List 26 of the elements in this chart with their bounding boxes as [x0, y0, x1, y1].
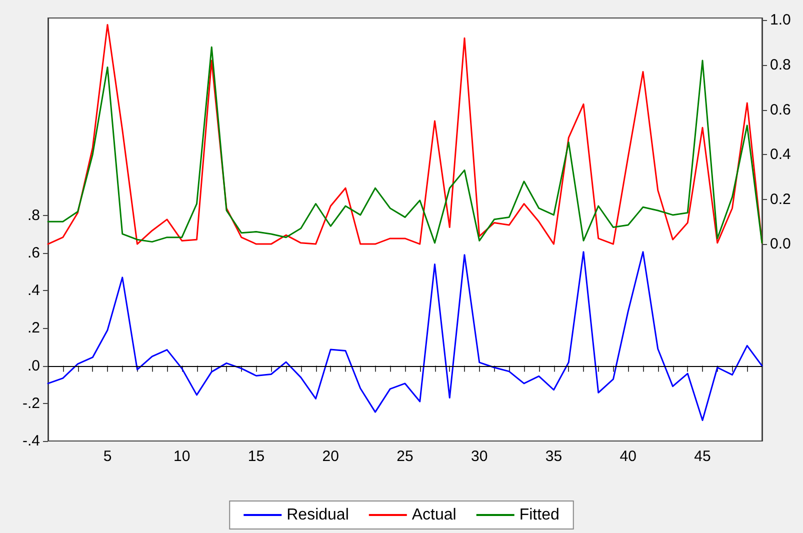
y-tick-label: .4 — [27, 282, 40, 300]
y-tick-label: .8 — [27, 206, 40, 224]
y-tick-label: .2 — [27, 320, 40, 337]
x-tick-label: 15 — [248, 448, 265, 465]
y2-tick-label: 0.6 — [770, 101, 791, 118]
y-tick-label: -.4 — [22, 432, 40, 450]
legend-label: Actual — [412, 506, 456, 524]
y-tick-label: .6 — [27, 244, 40, 262]
x-tick-label: 35 — [545, 448, 562, 465]
legend-label: Residual — [286, 506, 349, 524]
y2-tick-label: 0.0 — [770, 236, 791, 253]
y-tick-label: .0 — [27, 357, 40, 374]
y2-tick-label: 1.0 — [770, 12, 791, 29]
x-tick-label: 40 — [620, 448, 636, 465]
x-tick-label: 30 — [471, 448, 488, 465]
x-tick-label: 5 — [103, 448, 112, 465]
x-tick-label: 45 — [694, 448, 711, 465]
x-tick-label: 25 — [396, 448, 414, 465]
y-tick-label: -.2 — [22, 394, 40, 412]
y2-tick-label: 0.2 — [770, 190, 791, 208]
x-tick-label: 20 — [322, 448, 339, 465]
x-tick-label: 10 — [174, 448, 190, 465]
y2-tick-label: 0.4 — [770, 146, 791, 164]
line-series — [47, 251, 763, 422]
legend-label: Fitted — [519, 506, 560, 524]
y2-tick-label: 0.8 — [770, 56, 791, 74]
